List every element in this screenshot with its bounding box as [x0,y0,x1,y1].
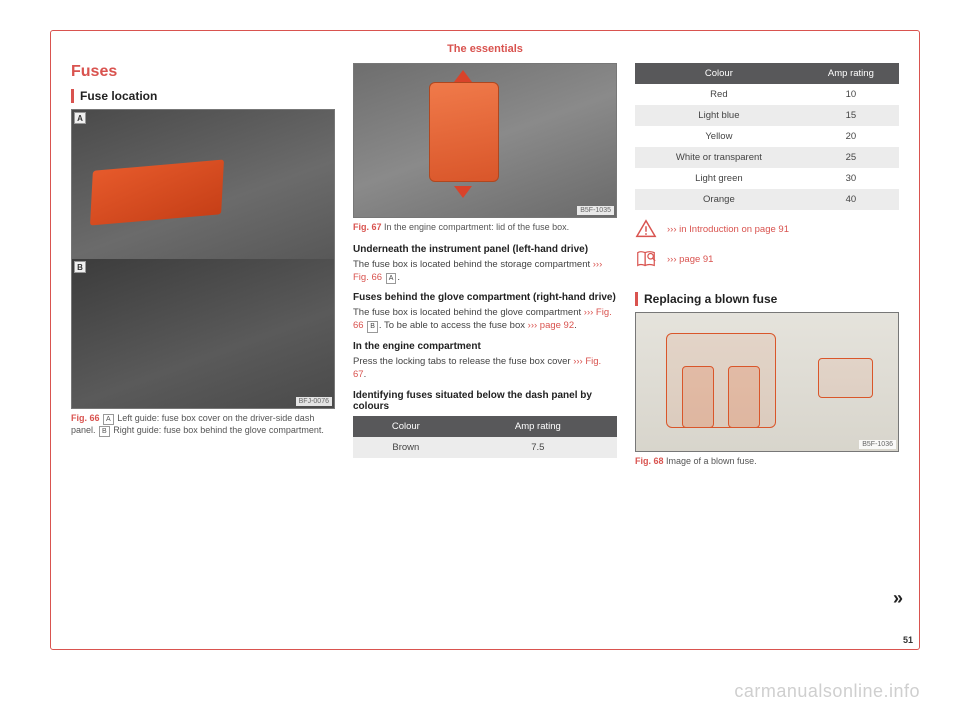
td-colour: Red [635,84,803,105]
th-colour: Colour [635,63,803,84]
fuse-lid-highlight [429,82,499,182]
arrow-down-icon [454,186,472,198]
td-colour: Orange [635,189,803,210]
page: The essentials Fuses Fuse location A B B… [0,0,960,708]
fig66-cap-letter-a: A [103,414,114,425]
fig66-letter-a: A [74,112,86,124]
fig68-imgcode: B5F-1036 [859,440,896,449]
td-amp: 15 [803,105,899,126]
column-1: Fuses Fuse location A B BFJ-0076 Fig. 66 [71,63,335,633]
fig66-cap-letter-b: B [99,426,110,437]
fig66-photo-b: B [72,259,334,408]
table-row: White or transparent25 [635,147,899,168]
ref-page: ››› page 91 [635,248,899,270]
p3-text: Press the locking tabs to release the fu… [353,356,573,367]
table-row: Light blue15 [635,105,899,126]
watermark: carmanualsonline.info [734,681,920,702]
p1-text: The fuse box is located behind the stora… [353,259,593,270]
p1-letter: A [386,273,397,284]
td-amp: 10 [803,84,899,105]
book-search-icon [635,248,657,270]
fig66-photo-a: A [72,110,334,259]
fig66-caption: Fig. 66 A Left guide: fuse box cover on … [71,413,335,437]
p2-period: . [574,320,577,331]
fig67-imgcode: B5F-1035 [577,206,614,215]
column-3: Colour Amp rating Red10 Light blue15 Yel… [635,63,899,633]
fig67-cap: In the engine compartment: lid of the fu… [382,222,570,232]
td-amp: 20 [803,126,899,147]
td-amp: 30 [803,168,899,189]
table-row: Light green30 [635,168,899,189]
fuse-table-part1: Colour Amp rating Brown 7.5 [353,416,617,458]
column-2: B5F-1035 Fig. 67 In the engine compartme… [353,63,617,633]
body-heading-4: Identifying fuses situated below the das… [353,390,617,412]
td-colour: Light green [635,168,803,189]
columns: Fuses Fuse location A B BFJ-0076 Fig. 66 [71,63,899,633]
td-amp: 7.5 [459,437,617,458]
ref-warning-text: ››› in Introduction on page 91 [667,224,789,235]
td-colour: Brown [353,437,459,458]
td-colour: White or transparent [635,147,803,168]
fig68-caption: Fig. 68 Image of a blown fuse. [635,456,899,468]
p2-letter: B [367,321,378,332]
th-amp: Amp rating [803,63,899,84]
arrow-up-icon [454,70,472,82]
p2-ref-b: ››› page 92 [528,320,574,331]
figure-66: A B BFJ-0076 [71,109,335,409]
fuse-table-part2: Colour Amp rating Red10 Light blue15 Yel… [635,63,899,210]
body-p2: The fuse box is located behind the glove… [353,307,617,333]
p2-text-a: The fuse box is located behind the glove… [353,307,584,318]
ref-page-text: ››› page 91 [667,254,713,265]
body-p3: Press the locking tabs to release the fu… [353,356,617,382]
body-heading-3: In the engine compartment [353,341,617,352]
body-heading-1: Underneath the instrument panel (left-ha… [353,244,617,255]
fig67-caption: Fig. 67 In the engine compartment: lid o… [353,222,617,234]
table-row: Red10 [635,84,899,105]
fig68-number: Fig. 68 [635,456,664,466]
warning-triangle-icon [635,218,657,240]
subheading-replacing: Replacing a blown fuse [635,292,899,306]
fig67-number: Fig. 67 [353,222,382,232]
fig66-cap-b: Right guide: fuse box behind the glove c… [111,425,324,435]
p1-period: . [397,272,400,283]
table-header-row: Colour Amp rating [353,416,617,437]
fig66-imgcode: BFJ-0076 [296,397,332,406]
body-p1: The fuse box is located behind the stora… [353,259,617,285]
fuse-cover-highlight-a [90,159,224,225]
continue-marker: » [893,588,903,609]
table-header-row: Colour Amp rating [635,63,899,84]
th-colour: Colour [353,416,459,437]
fig66-number: Fig. 66 [71,413,100,423]
td-colour: Light blue [635,105,803,126]
table-row: Yellow20 [635,126,899,147]
fuse-clip-illustration [818,358,873,398]
blown-fuse-illustration [666,333,776,428]
th-amp: Amp rating [459,416,617,437]
td-colour: Yellow [635,126,803,147]
fig66-letter-b: B [74,261,86,273]
table-row: Orange40 [635,189,899,210]
content-frame: The essentials Fuses Fuse location A B B… [50,30,920,650]
figure-68: B5F-1036 [635,312,899,452]
header-category: The essentials [71,43,899,55]
ref-warning: ››› in Introduction on page 91 [635,218,899,240]
section-title: Fuses [71,63,335,81]
body-heading-2: Fuses behind the glove compartment (righ… [353,292,617,303]
p2-text-c: . To be able to access the fuse box [379,320,528,331]
fig68-cap: Image of a blown fuse. [664,456,757,466]
td-amp: 25 [803,147,899,168]
p3-period: . [364,369,367,380]
table-row: Brown 7.5 [353,437,617,458]
page-number: 51 [903,635,913,645]
figure-67: B5F-1035 [353,63,617,218]
td-amp: 40 [803,189,899,210]
subheading-fuse-location: Fuse location [71,89,335,103]
